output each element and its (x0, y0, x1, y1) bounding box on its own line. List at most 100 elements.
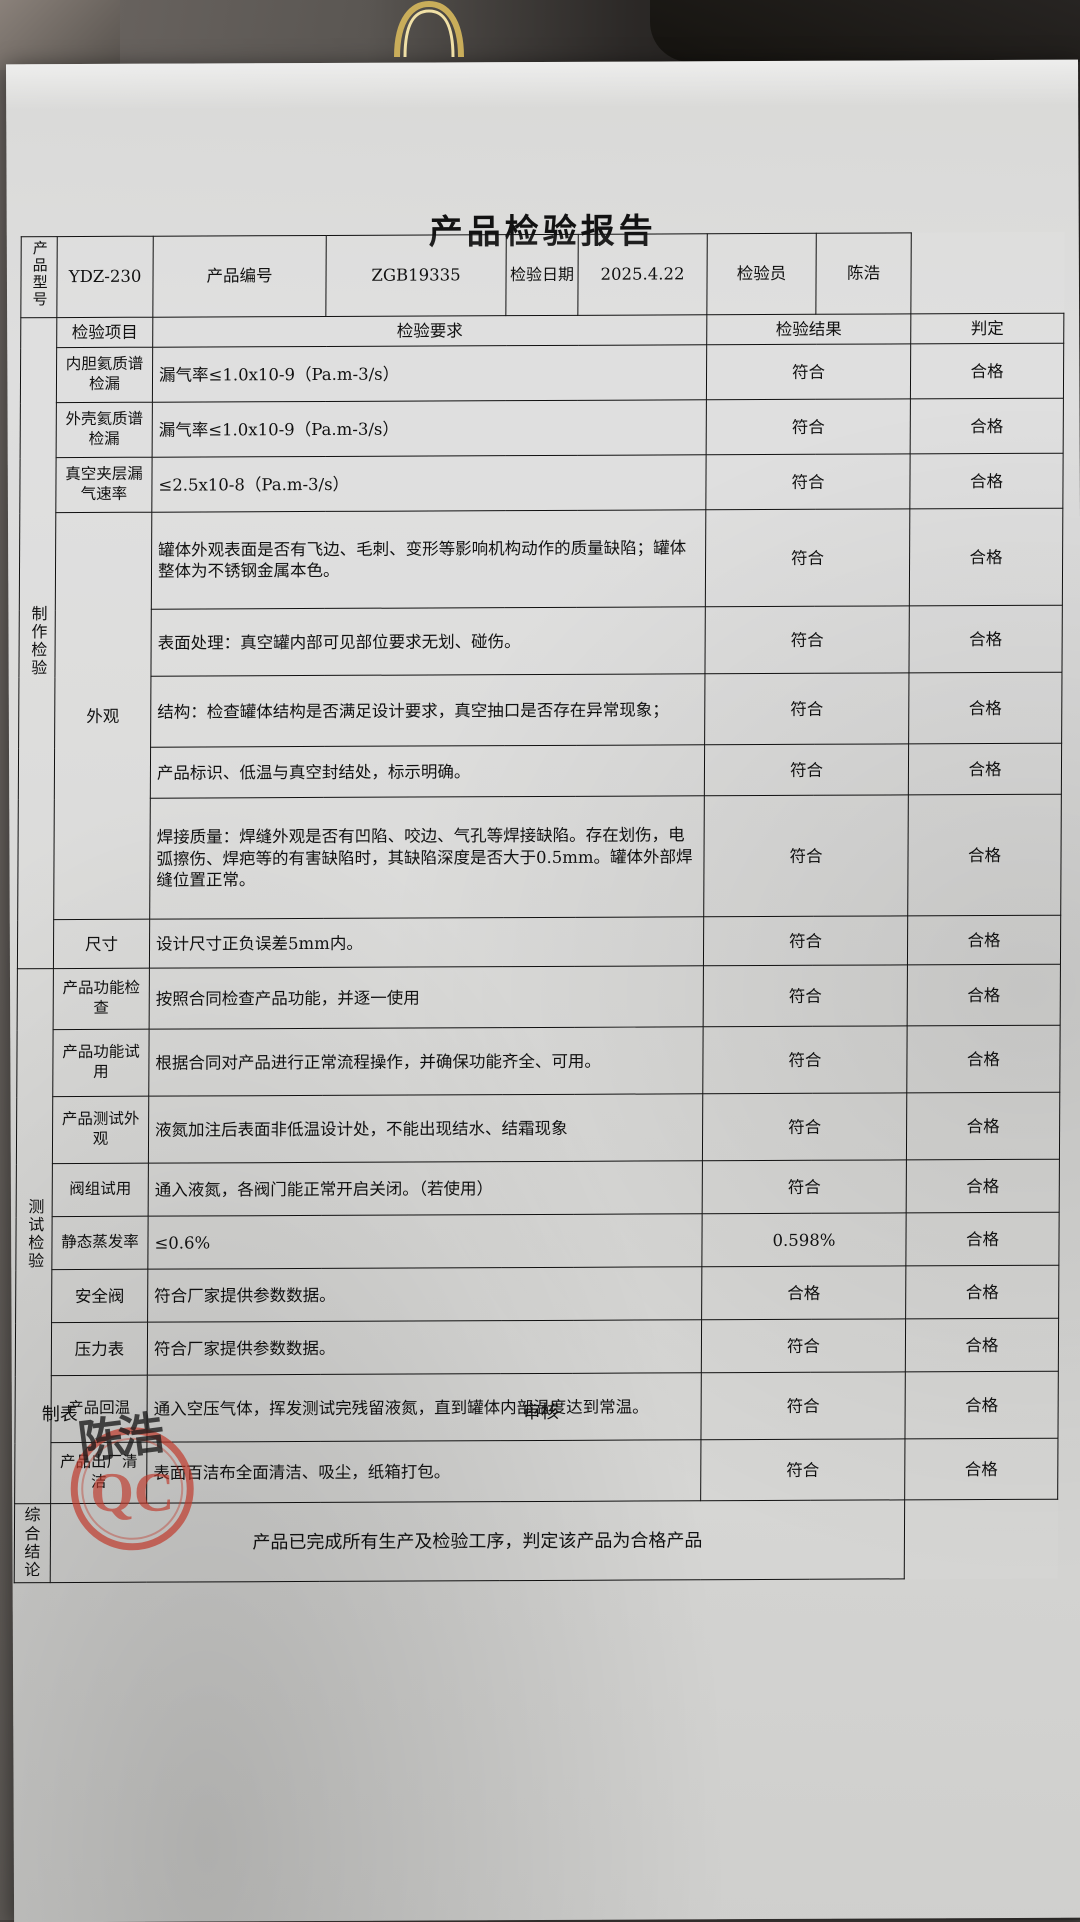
row-item: 真空夹层漏气速率 (55, 457, 153, 513)
table-row: 焊接质量：焊缝外观是否有凹陷、咬边、气孔等焊接缺陷。存在划伤，电弧擦伤、焊疤等的… (18, 794, 1062, 920)
serial-value: ZGB19335 (325, 234, 507, 317)
row-judgement: 合格 (909, 508, 1063, 606)
row-result: 符合 (703, 794, 909, 917)
row-requirement: 产品标识、低温与真空封结处，标示明确。 (150, 744, 705, 799)
table-row-header-info: 产品型号 YDZ-230 产品编号 ZGB19335 检验日期 2025.4.2… (20, 232, 1064, 318)
row-judgement: 合格 (906, 1159, 1060, 1213)
table-row: 产品测试外观 液氮加注后表面非低温设计处，不能出现结水、结霜现象 符合 合格 (16, 1092, 1060, 1164)
row-judgement: 合格 (910, 398, 1064, 454)
row-item: 阀组试用 (52, 1163, 149, 1217)
row-result: 符合 (706, 343, 911, 400)
row-requirement: 符合厂家提供参数数据。 (147, 1319, 702, 1376)
row-judgement: 合格 (908, 743, 1062, 795)
row-judgement: 合格 (910, 343, 1064, 399)
table-row: 表面处理：真空罐内部可见部位要求无划、碰伤。 符合 合格 (19, 605, 1063, 677)
row-result: 符合 (701, 1318, 906, 1373)
section-label-production: 制作检验 (17, 317, 57, 969)
row-judgement: 合格 (904, 1438, 1058, 1500)
binder-clip-icon (383, 0, 475, 58)
row-result: 符合 (703, 964, 908, 1027)
row-judgement: 合格 (905, 1318, 1059, 1372)
row-requirement: 表面百洁布全面清洁、吸尘，纸箱打包。 (146, 1439, 701, 1504)
row-judgement: 合格 (906, 1025, 1061, 1093)
column-header-judgement: 判定 (910, 313, 1064, 344)
column-header-result: 检验结果 (706, 313, 911, 345)
table-row: 产品标识、低温与真空封结处，标示明确。 符合 合格 (18, 743, 1062, 799)
row-requirement: 通入液氮，各阀门能正常开启关闭。（若使用） (148, 1160, 703, 1217)
row-item: 压力表 (51, 1322, 148, 1376)
row-item: 产品功能检查 (53, 968, 150, 1030)
table-row: 安全阀 符合厂家提供参数数据。 合格 合格 (16, 1265, 1059, 1323)
row-result: 符合 (705, 508, 910, 607)
row-judgement: 合格 (905, 1212, 1060, 1266)
row-judgement: 合格 (906, 1092, 1060, 1160)
row-result: 符合 (706, 398, 911, 455)
serial-label: 产品编号 (152, 235, 327, 318)
table-row: 外壳氦质谱检漏 漏气率≤1.0x10-9（Pa.m-3/s） 符合 合格 (20, 398, 1064, 458)
row-requirement: 漏气率≤1.0x10-9（Pa.m-3/s） (152, 344, 707, 403)
row-requirement: 液氮加注后表面非低温设计处，不能出现结水、结霜现象 (148, 1093, 703, 1164)
row-requirement: 漏气率≤1.0x10-9（Pa.m-3/s） (152, 399, 707, 458)
row-result: 符合 (702, 1159, 907, 1214)
row-judgement: 合格 (908, 672, 1062, 744)
row-item: 产品功能试用 (52, 1029, 150, 1097)
table-row: 静态蒸发率 ≤0.6% 0.598% 合格 (16, 1212, 1060, 1270)
conclusion-label: 综合结论 (14, 1503, 51, 1584)
row-requirement: 罐体外观表面是否有飞边、毛刺、变形等影响机构动作的质量缺陷；罐体整体为不锈钢金属… (151, 509, 706, 610)
row-item: 安全阀 (51, 1269, 148, 1323)
row-item: 静态蒸发率 (51, 1216, 149, 1270)
inspection-report-table: 产品型号 YDZ-230 产品编号 ZGB19335 检验日期 2025.4.2… (13, 231, 1065, 1584)
report-table-wrapper: 产品型号 YDZ-230 产品编号 ZGB19335 检验日期 2025.4.2… (13, 231, 1065, 1584)
row-judgement: 合格 (904, 1371, 1059, 1439)
row-requirement: ≤0.6% (147, 1213, 703, 1270)
row-item-appearance: 外观 (53, 512, 152, 920)
table-row: 内胆氦质谱检漏 漏气率≤1.0x10-9（Pa.m-3/s） 符合 合格 (20, 343, 1064, 403)
date-value: 2025.4.22 (577, 233, 708, 316)
table-row: 产品功能试用 根据合同对产品进行正常流程操作，并确保功能齐全、可用。 符合 合格 (17, 1025, 1061, 1097)
row-result: 符合 (704, 672, 909, 745)
row-requirement: 通入空压气体，挥发测试完残留液氮，直到罐体内部温度达到常温。 (146, 1372, 702, 1443)
column-header-item: 检验项目 (56, 317, 153, 348)
table-row: 真空夹层漏气速率 ≤2.5x10-8（Pa.m-3/s） 符合 合格 (20, 453, 1064, 513)
qc-stamp: QC (62, 1418, 203, 1559)
column-header-requirement: 检验要求 (152, 314, 707, 348)
row-requirement: 根据合同对产品进行正常流程操作，并确保功能齐全、可用。 (148, 1026, 704, 1097)
row-requirement: 按照合同检查产品功能，并逐一使用 (149, 965, 704, 1030)
row-result: 符合 (702, 1025, 908, 1094)
row-item: 内胆氦质谱检漏 (56, 347, 153, 403)
table-row: 测试检验 产品功能检查 按照合同检查产品功能，并逐一使用 符合 合格 (14, 964, 1061, 1504)
table-row: 结构：检查罐体结构是否满足设计要求，真空抽口是否存在异常现象； 符合 合格 (19, 672, 1062, 748)
maker-signature: 陈浩 (75, 1406, 162, 1470)
row-item: 尺寸 (53, 919, 150, 969)
row-requirement: 结构：检查罐体结构是否满足设计要求，真空抽口是否存在异常现象； (150, 673, 705, 748)
date-label: 检验日期 (505, 234, 579, 316)
table-row-columns: 制作检验 检验项目 检验要求 检验结果 判定 (17, 313, 1064, 969)
row-judgement: 合格 (907, 964, 1061, 1026)
row-judgement: 合格 (905, 1265, 1059, 1319)
row-item: 产品测试外观 (52, 1096, 149, 1164)
row-requirement: 表面处理：真空罐内部可见部位要求无划、碰伤。 (150, 606, 706, 677)
row-result: 符合 (705, 453, 911, 510)
row-item: 外壳氦质谱检漏 (56, 402, 153, 458)
svg-text:QC: QC (90, 1462, 174, 1524)
inspector-value: 陈浩 (815, 232, 912, 315)
row-result: 符合 (704, 743, 909, 796)
row-judgement: 合格 (909, 453, 1064, 509)
row-requirement: 符合厂家提供参数数据。 (147, 1266, 702, 1323)
inspector-label: 检验员 (706, 233, 817, 315)
row-result: 符合 (704, 605, 910, 674)
table-row: 尺寸 设计尺寸正负误差5mm内。 符合 合格 (17, 915, 1061, 969)
row-judgement: 合格 (907, 915, 1061, 965)
row-requirement: 设计尺寸正负误差5mm内。 (149, 916, 704, 969)
audit-label: 审核 (522, 1401, 559, 1423)
table-row: 阀组试用 通入液氮，各阀门能正常开启关闭。（若使用） 符合 合格 (16, 1159, 1060, 1217)
table-row: 压力表 符合厂家提供参数数据。 符合 合格 (15, 1318, 1059, 1376)
row-result: 符合 (700, 1371, 906, 1440)
row-result: 合格 (701, 1265, 906, 1320)
row-result: 符合 (702, 1092, 907, 1161)
table-row: 外观 罐体外观表面是否有飞边、毛刺、变形等影响机构动作的质量缺陷；罐体整体为不锈… (19, 508, 1063, 920)
row-judgement: 合格 (907, 794, 1062, 916)
model-label: 产品型号 (20, 236, 58, 318)
model-value: YDZ-230 (56, 236, 154, 318)
row-result: 0.598% (701, 1212, 907, 1267)
